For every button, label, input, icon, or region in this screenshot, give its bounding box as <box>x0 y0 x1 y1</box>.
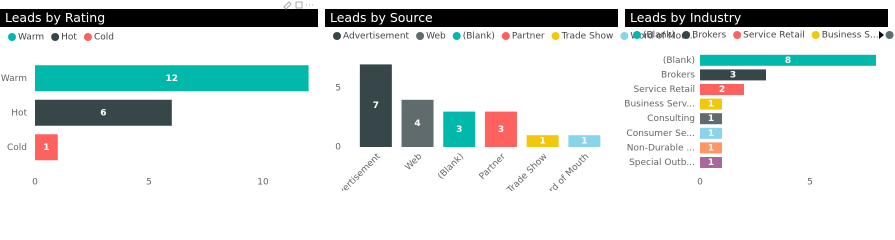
legend-label: Cold <box>94 33 114 43</box>
data-label: 1 <box>708 158 714 168</box>
legend-label: (Blank) <box>463 32 495 42</box>
bar <box>359 64 392 147</box>
bar <box>700 84 744 95</box>
data-label: 1 <box>708 129 714 139</box>
title-bar <box>0 9 318 27</box>
category-label: Advertisement <box>329 151 383 191</box>
legend-label: Word of Mou... <box>630 32 695 42</box>
category-label: Brokers <box>661 70 695 80</box>
bar <box>700 54 876 66</box>
data-label: 1 <box>581 137 587 147</box>
category-label: Consulting <box>647 114 695 124</box>
legend-marker <box>682 31 691 39</box>
bar <box>35 65 309 92</box>
data-label: 1 <box>708 143 714 153</box>
legend-marker <box>416 32 425 40</box>
legend-label: Hot <box>61 33 77 43</box>
legend-label: Partner <box>512 32 545 42</box>
x-tick-label: 5 <box>146 178 152 188</box>
legend-label: Service Retail <box>743 31 805 41</box>
legend-marker <box>501 32 510 40</box>
x-tick-label: 10 <box>257 178 269 188</box>
legend-label: Warm <box>18 33 44 43</box>
legend-marker <box>8 33 16 41</box>
data-label: 7 <box>373 101 379 111</box>
data-label: 1 <box>43 143 49 153</box>
legend-label: Trade Show <box>561 32 614 42</box>
data-label: 3 <box>456 125 462 135</box>
page: Leads by Rating Warm Hot Cold 0 5 10 Warm 12 Hot 6… <box>0 0 895 191</box>
category-label: (Blank) <box>436 152 466 182</box>
focus-icon[interactable] <box>295 1 303 9</box>
bar <box>700 113 722 125</box>
category-label: Hot <box>11 108 27 118</box>
legend-label: Web <box>426 32 446 42</box>
legend-marker <box>333 32 341 40</box>
category-label: Cold <box>7 143 27 153</box>
legend-label: Advertisement <box>343 32 410 42</box>
category-label: Special Outb... <box>629 158 695 168</box>
category-label: Consumer Se... <box>626 129 695 139</box>
data-label: 8 <box>785 56 791 66</box>
legend-label: (Blank) <box>643 31 675 41</box>
x-tick-label: 5 <box>807 178 813 188</box>
bar <box>700 157 722 168</box>
title-bar <box>325 9 618 27</box>
bar <box>35 99 172 126</box>
chart-title: Leads by Industry <box>630 10 742 25</box>
bar <box>484 111 517 147</box>
category-label: Trade Show <box>505 152 549 191</box>
legend-marker <box>620 32 629 40</box>
legend-label: Business S... <box>822 31 879 41</box>
legend-marker <box>83 33 92 41</box>
title-bar <box>625 9 888 27</box>
y-tick-label: 5 <box>335 84 341 94</box>
data-label: 1 <box>708 114 714 124</box>
legend-marker <box>452 32 461 40</box>
bar <box>35 134 58 161</box>
legend-marker <box>885 31 894 39</box>
legend-label: Brokers <box>692 31 726 41</box>
data-label: 1 <box>540 137 546 147</box>
category-label: (Blank) <box>663 56 695 66</box>
x-tick-label: 0 <box>32 178 38 188</box>
chart-title: Leads by Rating <box>5 10 105 25</box>
bar <box>700 69 766 81</box>
data-label: 1 <box>708 100 714 110</box>
chart-title: Leads by Source <box>330 10 433 25</box>
x-tick-label: 0 <box>697 178 703 188</box>
legend-marker <box>551 32 560 40</box>
legend-marker <box>633 31 641 39</box>
bar <box>526 135 559 147</box>
data-label: 12 <box>166 74 179 84</box>
legend-marker <box>51 33 60 41</box>
category-label: Non-Durable ... <box>627 143 695 153</box>
data-label: 3 <box>498 125 504 135</box>
data-label: 3 <box>730 70 736 80</box>
category-label: Business Serv... <box>624 100 695 110</box>
category-label: Web <box>403 152 424 173</box>
data-label: 4 <box>414 119 420 129</box>
pin-icon[interactable] <box>283 1 292 10</box>
bar <box>401 99 434 147</box>
y-tick-label: 0 <box>335 143 341 153</box>
category-label: Partner <box>478 152 508 182</box>
bar <box>568 135 601 147</box>
legend-marker <box>811 31 820 39</box>
data-label: 2 <box>719 85 725 95</box>
legend-marker <box>733 31 742 39</box>
bar <box>700 127 722 139</box>
bar <box>700 142 722 154</box>
category-label: Warm <box>1 74 27 84</box>
data-label: 6 <box>100 108 106 118</box>
visual-icons[interactable] <box>283 1 313 10</box>
legend-scroll-arrow[interactable] <box>879 31 884 39</box>
bar <box>700 98 722 110</box>
category-label: Service Retail <box>633 85 695 95</box>
bar <box>443 111 476 147</box>
